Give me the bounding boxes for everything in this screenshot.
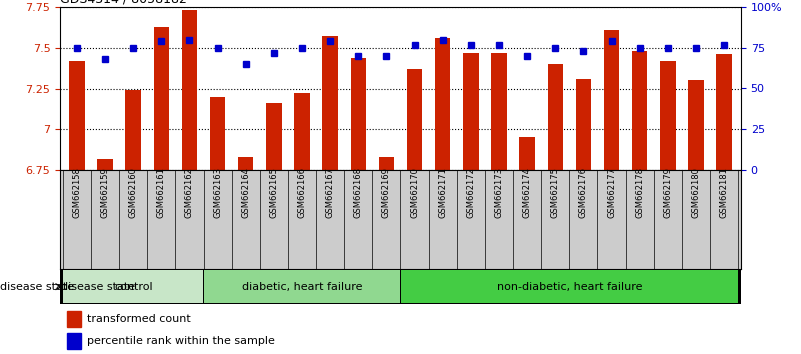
Bar (98, 159, 113, 170)
Bar (67, 333, 80, 349)
Bar (379, 157, 394, 170)
Text: control: control (114, 282, 152, 292)
Bar (576, 79, 591, 170)
Bar (435, 38, 450, 170)
Bar (351, 58, 366, 170)
Text: non-diabetic, heart failure: non-diabetic, heart failure (497, 282, 642, 292)
Bar (688, 80, 703, 170)
Bar (67, 311, 80, 327)
Bar (203, 270, 400, 303)
Text: percentile rank within the sample: percentile rank within the sample (87, 336, 276, 346)
Bar (266, 103, 282, 170)
Text: diabetic, heart failure: diabetic, heart failure (242, 282, 362, 292)
Bar (210, 97, 225, 170)
Bar (716, 54, 732, 170)
Bar (400, 270, 738, 303)
Bar (632, 51, 647, 170)
Bar (63, 270, 203, 303)
Bar (323, 36, 338, 170)
Bar (660, 61, 675, 170)
Bar (126, 90, 141, 170)
Bar (548, 64, 563, 170)
Text: GDS4314 / 8058182: GDS4314 / 8058182 (60, 0, 187, 6)
Bar (154, 27, 169, 170)
Bar (182, 10, 197, 170)
Bar (463, 53, 478, 170)
Bar (294, 93, 310, 170)
Bar (69, 61, 85, 170)
Text: disease state: disease state (0, 282, 74, 292)
Bar (604, 30, 619, 170)
Text: transformed count: transformed count (87, 314, 191, 324)
Bar (407, 69, 422, 170)
Bar (491, 53, 507, 170)
Text: disease state: disease state (61, 282, 135, 292)
Bar (238, 157, 253, 170)
Bar (519, 137, 535, 170)
